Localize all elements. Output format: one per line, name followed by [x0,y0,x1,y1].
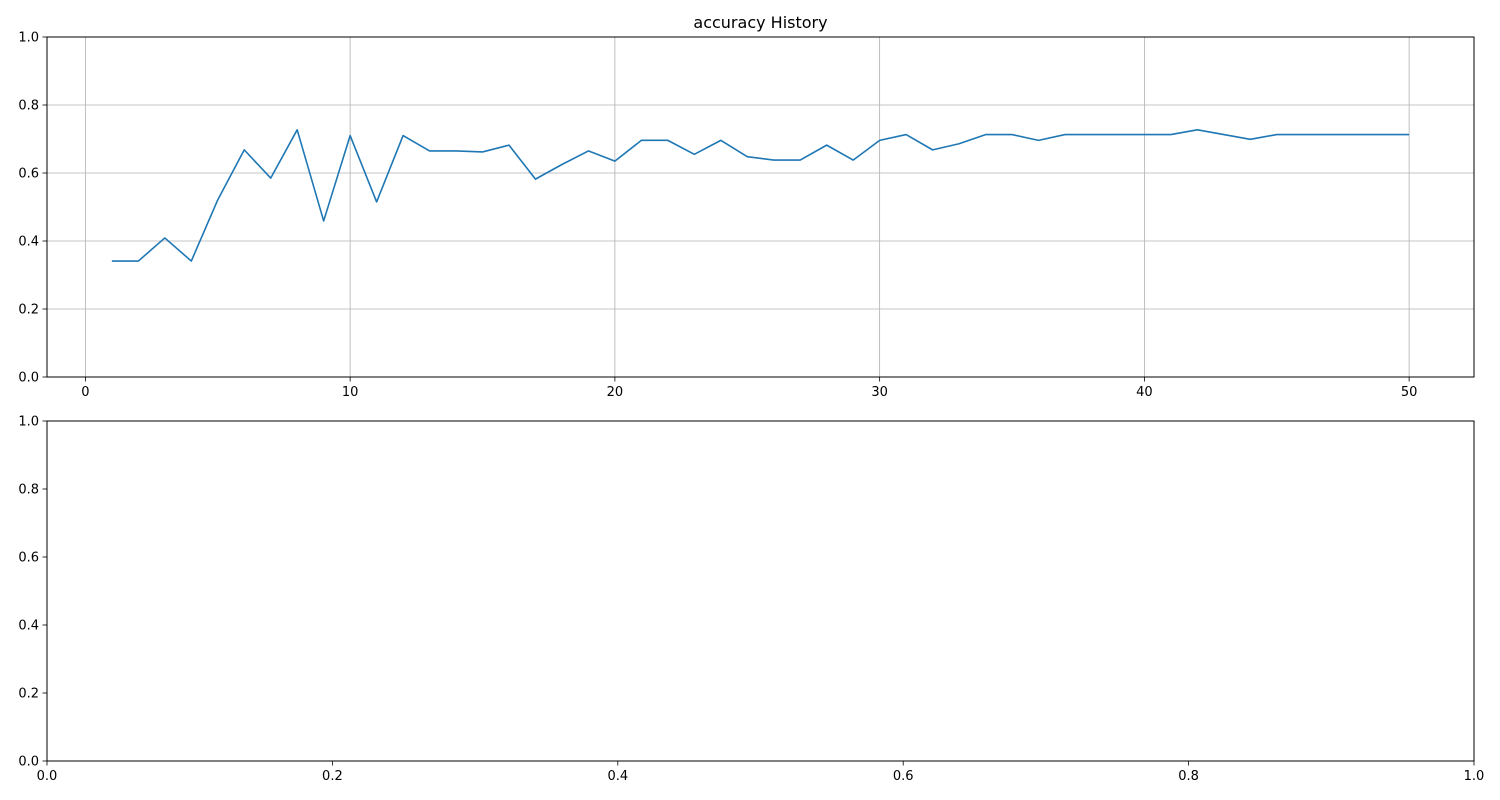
x-tick-label: 0.0 [37,769,58,784]
y-tick-label: 1.0 [18,31,39,46]
y-tick-label: 0.4 [18,235,39,250]
x-tick-label: 0.4 [607,769,628,784]
x-tick-label: 0.8 [1178,769,1199,784]
y-tick-label: 0.8 [18,483,39,498]
x-tick-label: 20 [607,385,624,400]
x-tick-label: 40 [1136,385,1153,400]
x-tick-label: 10 [342,385,359,400]
axes-frame [46,36,1475,378]
y-tick-label: 0.2 [18,687,39,702]
x-tick-label: 0.2 [322,769,343,784]
y-tick-label: 0.6 [18,167,39,182]
y-tick-label: 0.4 [18,619,39,634]
accuracy-history-axes: 0 10 20 30 40 50 0.0 0.2 0.4 0.6 0.8 1.0 accuracy Hi… [18,13,1475,400]
y-tick-label: 0.8 [18,99,39,114]
x-tick-label: 0.6 [893,769,914,784]
empty-axes: 0.0 0.2 0.4 0.6 0.8 1.0 0.0 0.2 0.4 0.6 0.8 1.0 [18,415,1484,785]
y-tick-label: 0.0 [18,755,39,770]
y-tick-label: 0.0 [18,371,39,386]
y-tick-label: 1.0 [18,415,39,430]
y-tick-label: 0.2 [18,303,39,318]
chart-title: accuracy History [693,13,827,32]
x-tick-label: 50 [1401,385,1418,400]
x-tick-label: 1.0 [1464,769,1485,784]
x-tick-label: 0 [81,385,89,400]
x-tick-label: 30 [871,385,888,400]
y-tick-label: 0.6 [18,551,39,566]
axes-frame [46,420,1475,762]
accuracy-series-line [111,129,1410,262]
